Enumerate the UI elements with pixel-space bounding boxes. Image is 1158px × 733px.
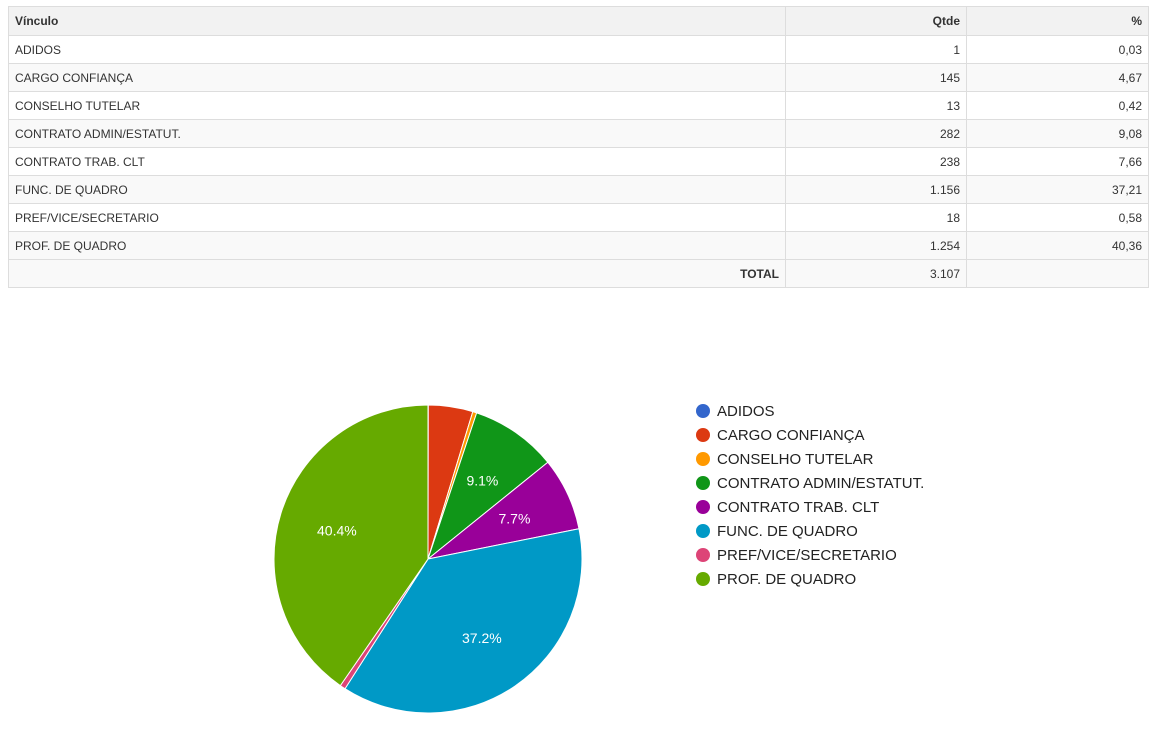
pie-chart: 9.1% 7.7% 37.2% 40.4% ADIDOS CARGO CONFIANÇA… <box>273 403 924 714</box>
cell-qtde: 1.156 <box>785 175 967 204</box>
table-header-row: Vínculo Qtde % <box>8 6 1149 36</box>
legend-item[interactable]: CARGO CONFIANÇA <box>696 427 865 444</box>
table-total-row: TOTAL 3.107 <box>8 259 1149 288</box>
legend-swatch <box>696 404 710 418</box>
cell-percent: 4,67 <box>966 63 1149 92</box>
chart-legend: ADIDOS CARGO CONFIANÇA CONSELHO TUTELAR CON… <box>696 403 924 588</box>
cell-qtde: 145 <box>785 63 967 92</box>
table-row: FUNC. DE QUADRO 1.156 37,21 <box>8 175 1149 204</box>
legend-label: PROF. DE QUADRO <box>717 571 856 588</box>
legend-item[interactable]: PREF/VICE/SECRETARIO <box>696 547 897 564</box>
cell-vinculo: PREF/VICE/SECRETARIO <box>8 203 786 232</box>
total-label: TOTAL <box>8 259 786 288</box>
total-percent <box>966 259 1149 288</box>
legend-item[interactable]: CONSELHO TUTELAR <box>696 451 874 468</box>
cell-qtde: 18 <box>785 203 967 232</box>
pie-slice-label: 9.1% <box>466 473 498 489</box>
pie-slice-label: 37.2% <box>462 630 502 646</box>
pie-slice-label: 7.7% <box>498 510 530 526</box>
legend-swatch <box>696 428 710 442</box>
legend-swatch <box>696 476 710 490</box>
table-row: CONTRATO ADMIN/ESTATUT. 282 9,08 <box>8 119 1149 148</box>
cell-percent: 9,08 <box>966 119 1149 148</box>
cell-percent: 0,58 <box>966 203 1149 232</box>
legend-swatch <box>696 500 710 514</box>
pie-data-labels: 9.1% 7.7% 37.2% 40.4% <box>317 473 530 646</box>
cell-vinculo: ADIDOS <box>8 35 786 64</box>
cell-vinculo: CONTRATO ADMIN/ESTATUT. <box>8 119 786 148</box>
legend-swatch <box>696 548 710 562</box>
legend-label: CARGO CONFIANÇA <box>717 427 865 444</box>
table-row: CONTRATO TRAB. CLT 238 7,66 <box>8 147 1149 176</box>
legend-item[interactable]: PROF. DE QUADRO <box>696 571 856 588</box>
legend-label: CONTRATO TRAB. CLT <box>717 499 879 516</box>
cell-vinculo: FUNC. DE QUADRO <box>8 175 786 204</box>
cell-vinculo: CONSELHO TUTELAR <box>8 91 786 120</box>
legend-swatch <box>696 452 710 466</box>
cell-qtde: 1 <box>785 35 967 64</box>
legend-swatch <box>696 524 710 538</box>
cell-percent: 40,36 <box>966 231 1149 260</box>
legend-label: CONTRATO ADMIN/ESTATUT. <box>717 475 924 492</box>
legend-item[interactable]: ADIDOS <box>696 403 775 420</box>
cell-qtde: 282 <box>785 119 967 148</box>
pie-slice[interactable] <box>273 404 429 687</box>
table-row: CARGO CONFIANÇA 145 4,67 <box>8 63 1149 92</box>
column-header-percent[interactable]: % <box>966 6 1149 36</box>
cell-qtde: 1.254 <box>785 231 967 260</box>
legend-label: ADIDOS <box>717 403 775 420</box>
pie-slices <box>273 404 583 714</box>
cell-percent: 0,42 <box>966 91 1149 120</box>
cell-qtde: 238 <box>785 147 967 176</box>
pie-slice-label: 40.4% <box>317 523 357 539</box>
legend-label: PREF/VICE/SECRETARIO <box>717 547 897 564</box>
table-row: PROF. DE QUADRO 1.254 40,36 <box>8 231 1149 260</box>
cell-percent: 37,21 <box>966 175 1149 204</box>
table-row: PREF/VICE/SECRETARIO 18 0,58 <box>8 203 1149 232</box>
table-row: CONSELHO TUTELAR 13 0,42 <box>8 91 1149 120</box>
cell-percent: 7,66 <box>966 147 1149 176</box>
table-body: ADIDOS 1 0,03 CARGO CONFIANÇA 145 4,67 CONSELH… <box>8 35 1149 260</box>
cell-vinculo: CONTRATO TRAB. CLT <box>8 147 786 176</box>
vinculo-table: Vínculo Qtde % ADIDOS 1 0,03 CARGO CONFIANÇ… <box>8 6 1149 288</box>
cell-vinculo: CARGO CONFIANÇA <box>8 63 786 92</box>
pie-slice[interactable] <box>426 412 549 561</box>
column-header-qtde[interactable]: Qtde <box>785 6 967 36</box>
legend-item[interactable]: CONTRATO ADMIN/ESTATUT. <box>696 475 924 492</box>
legend-label: FUNC. DE QUADRO <box>717 523 858 540</box>
cell-qtde: 13 <box>785 91 967 120</box>
total-qtde: 3.107 <box>785 259 967 288</box>
column-header-vinculo[interactable]: Vínculo <box>8 6 786 36</box>
legend-item[interactable]: CONTRATO TRAB. CLT <box>696 499 879 516</box>
legend-swatch <box>696 572 710 586</box>
pie-slice[interactable] <box>344 528 583 714</box>
legend-label: CONSELHO TUTELAR <box>717 451 874 468</box>
pie-chart-container: 9.1% 7.7% 37.2% 40.4% ADIDOS CARGO CONFIANÇA… <box>0 290 1158 733</box>
table-row: ADIDOS 1 0,03 <box>8 35 1149 64</box>
cell-percent: 0,03 <box>966 35 1149 64</box>
cell-vinculo: PROF. DE QUADRO <box>8 231 786 260</box>
legend-item[interactable]: FUNC. DE QUADRO <box>696 523 858 540</box>
